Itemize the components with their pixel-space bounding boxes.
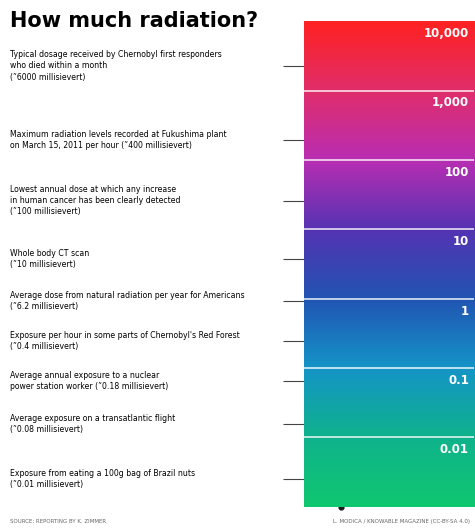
Text: 10: 10	[453, 235, 469, 248]
Text: 0.1: 0.1	[448, 374, 469, 387]
Text: Exposure per hour in some parts of Chernobyl's Red Forest
(˜0.4 millisievert): Exposure per hour in some parts of Chern…	[10, 331, 239, 351]
Text: Average annual exposure to a nuclear
power station worker (˜0.18 millisievert): Average annual exposure to a nuclear pow…	[10, 371, 168, 391]
Text: 1: 1	[461, 305, 469, 317]
Text: 1,000: 1,000	[432, 96, 469, 109]
Text: SOURCE: REPORTING BY K. ZIMMER: SOURCE: REPORTING BY K. ZIMMER	[10, 519, 105, 524]
Text: Whole body CT scan
(˜10 millisievert): Whole body CT scan (˜10 millisievert)	[10, 249, 89, 269]
Text: L. MODICA / KNOWABLE MAGAZINE (CC-BY-SA 4.0): L. MODICA / KNOWABLE MAGAZINE (CC-BY-SA …	[333, 519, 470, 524]
Text: 100: 100	[445, 166, 469, 179]
Text: Lowest annual dose at which any increase
in human cancer has been clearly detect: Lowest annual dose at which any increase…	[10, 185, 180, 216]
Text: Average exposure on a transatlantic flight
(˜0.08 millisievert): Average exposure on a transatlantic flig…	[10, 414, 175, 434]
Text: How much radiation?: How much radiation?	[10, 11, 257, 31]
Text: 0.01: 0.01	[440, 444, 469, 456]
Text: Maximum radiation levels recorded at Fukushima plant
on March 15, 2011 per hour : Maximum radiation levels recorded at Fuk…	[10, 130, 226, 150]
Text: 10,000: 10,000	[424, 27, 469, 40]
Text: Typical dosage received by Chernobyl first responders
who died within a month
(˜: Typical dosage received by Chernobyl fir…	[10, 50, 221, 82]
Text: Exposure from eating a 100g bag of Brazil nuts
(˜0.01 millisievert): Exposure from eating a 100g bag of Brazi…	[10, 469, 195, 489]
Text: Average dose from natural radiation per year for Americans
(˜6.2 millisievert): Average dose from natural radiation per …	[10, 291, 244, 311]
